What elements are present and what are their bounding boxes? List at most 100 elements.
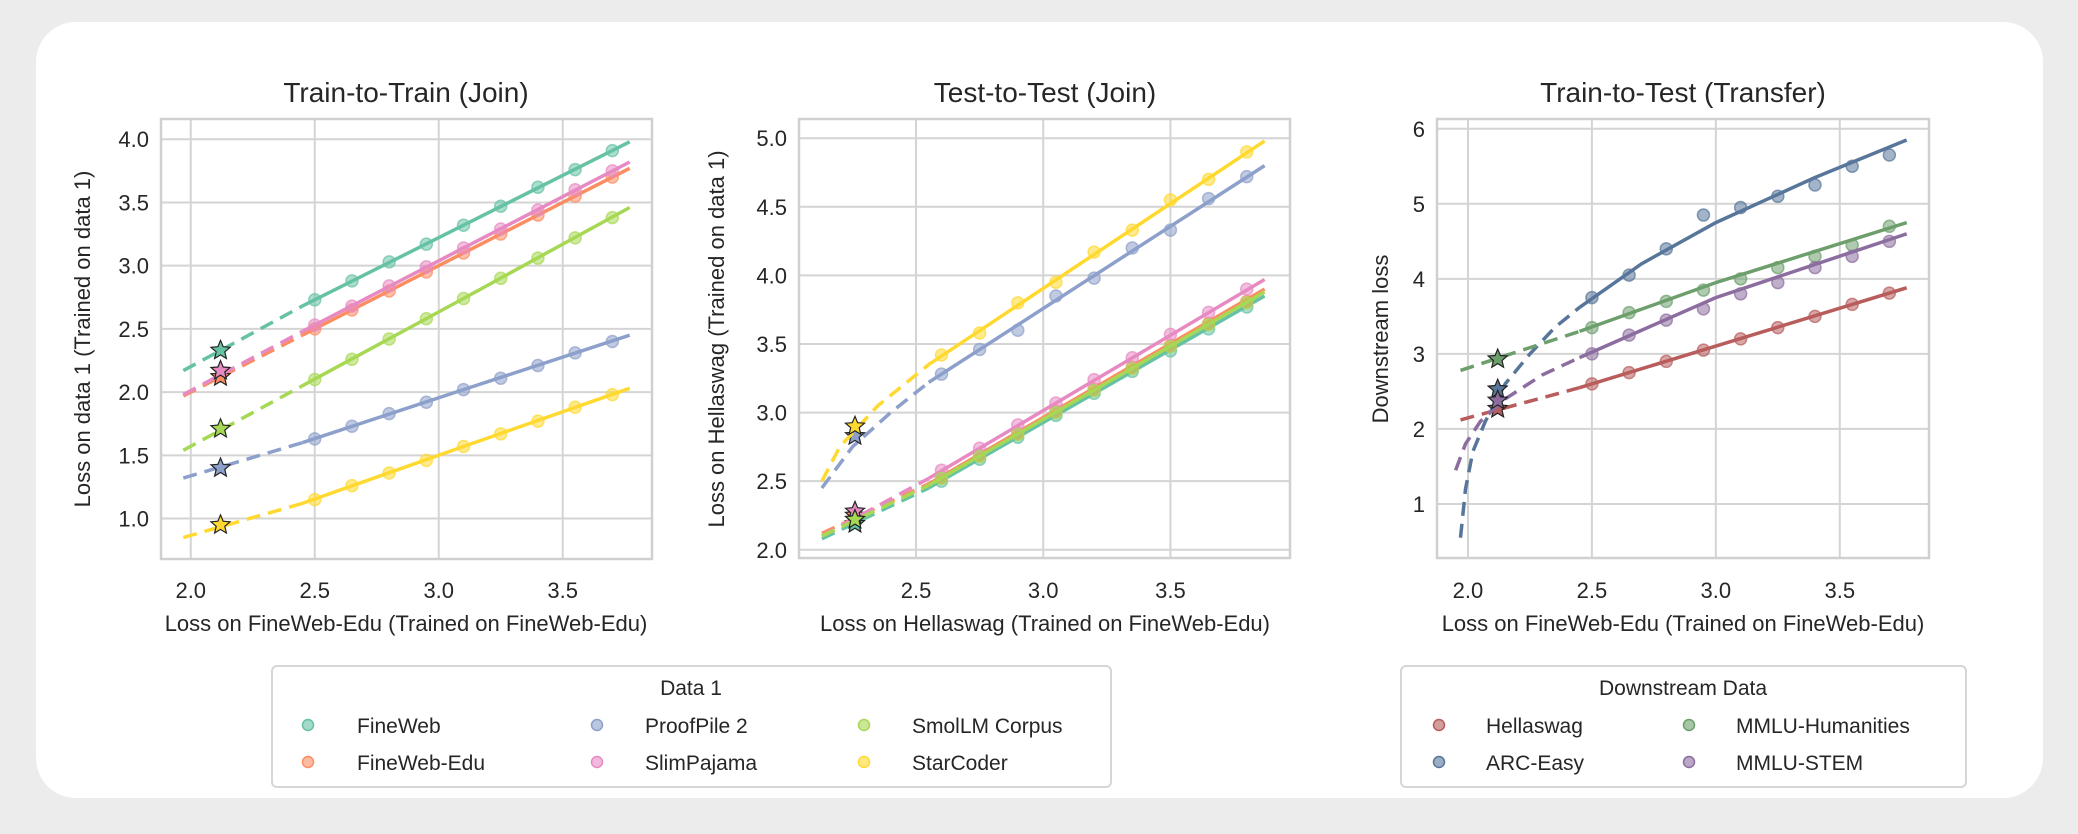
fit-extrapolation-line [182, 333, 304, 398]
series-proofpile-2 [820, 164, 1266, 490]
y-axis-label: Loss on data 1 (Trained on data 1) [70, 171, 95, 508]
x-tick-label: 2.5 [299, 578, 330, 603]
panel-test-to-test: Test-to-Test (Join) Loss on Hellaswag (T… [704, 77, 1292, 636]
y-axis-label: Downstream loss [1368, 255, 1393, 424]
plot-frame [1435, 117, 1931, 560]
x-axis-label: Loss on FineWeb-Edu (Trained on FineWeb-… [1442, 611, 1925, 636]
legend-item-proofpile-2: ProofPile 2 [590, 715, 748, 738]
star-marker [209, 338, 232, 360]
panel-title: Train-to-Train (Join) [283, 77, 528, 108]
legend-item-smollm-corpus: SmolLM Corpus [857, 715, 1063, 738]
fit-extrapolation-line [1453, 356, 1581, 471]
x-tick-label: 3.5 [547, 578, 578, 603]
legend-title: Downstream Data [1599, 677, 1767, 700]
series-mmlu-humanities [1459, 219, 1908, 373]
star-marker [209, 456, 232, 478]
legend-marker-icon [301, 718, 315, 732]
legend-item-mmlu-stem: MMLU-STEM [1682, 752, 1863, 775]
y-tick-label: 3.5 [118, 190, 149, 215]
y-tick-label: 1 [1413, 492, 1425, 517]
legend-label: MMLU-STEM [1736, 752, 1863, 775]
y-tick-label: 2.0 [756, 538, 787, 563]
legend-marker-icon [590, 755, 604, 769]
y-tick-label: 4.0 [118, 127, 149, 152]
x-tick-label: 2.0 [175, 578, 206, 603]
data-point [1696, 208, 1711, 222]
panel-title: Test-to-Test (Join) [934, 77, 1157, 108]
legend-marker-icon [301, 755, 315, 769]
legend-downstream-data: Downstream Data Hellaswag ARC-Easy MMLU-Hu… [1400, 665, 1967, 788]
series-starcoder [820, 139, 1266, 483]
fit-line [1578, 220, 1908, 334]
plot-area: 2.0 2.5 3.0 3.5 1.0 1.5 2.0 2.5 3.0 3.5 4.0 [118, 117, 654, 603]
fit-line [301, 205, 631, 388]
star-marker [209, 365, 232, 387]
legend-marker-icon [857, 755, 871, 769]
legend-item-arc-easy: ARC-Easy [1432, 752, 1585, 775]
y-tick-label: 1.0 [118, 507, 149, 532]
legend-item-fineweb-edu: FineWeb-Edu [301, 752, 485, 775]
legend-item-starcoder: StarCoder [857, 752, 1008, 775]
legend-label: ProofPile 2 [645, 715, 748, 738]
x-axis-label: Loss on FineWeb-Edu (Trained on FineWeb-… [165, 611, 648, 636]
plot-area: 2.0 2.5 3.0 3.5 1 2 3 4 5 6 [1413, 117, 1931, 603]
legend-label: StarCoder [912, 752, 1008, 775]
fit-line [301, 333, 631, 445]
series-proofpile-2 [182, 333, 631, 480]
legend-item-hellaswag: Hellaswag [1432, 715, 1583, 738]
legend-item-slimpajama: SlimPajama [590, 752, 757, 775]
y-tick-label: 4.0 [756, 263, 787, 288]
legend-item-mmlu-humanities: MMLU-Humanities [1682, 715, 1910, 738]
legend-label: FineWeb-Edu [357, 752, 485, 775]
fit-line [301, 386, 631, 506]
panel-train-to-train: Train-to-Train (Join) Loss on FineWeb-Ed… [70, 77, 654, 636]
legend-title: Data 1 [660, 677, 722, 700]
x-tick-label: 3.0 [1028, 578, 1059, 603]
x-tick-label: 2.5 [901, 578, 932, 603]
series-slimpajama [182, 160, 631, 397]
legend-data-1: Data 1 FineWeb FineWeb-Edu ProofPile 2 Slim… [271, 665, 1112, 788]
fit-extrapolation-line [820, 381, 930, 490]
fit-extrapolation-line [821, 486, 930, 541]
x-tick-label: 3.0 [423, 578, 454, 603]
plot-frame [159, 117, 654, 561]
fit-line [301, 140, 631, 308]
y-tick-label: 2.5 [756, 469, 787, 494]
y-tick-label: 1.5 [118, 443, 149, 468]
x-tick-label: 2.0 [1453, 578, 1484, 603]
y-tick-label: 6 [1413, 117, 1425, 142]
x-axis-label: Loss on Hellaswag (Trained on FineWeb-Ed… [820, 611, 1270, 636]
fit-extrapolation-line [182, 384, 304, 452]
fit-line [1578, 232, 1908, 360]
y-tick-label: 5.0 [756, 126, 787, 151]
plot-area: 2.5 3.0 3.5 2.0 2.5 3.0 3.5 4.0 4.5 5.0 [756, 117, 1292, 603]
series-smollm-corpus [182, 205, 631, 452]
y-tick-label: 3.0 [118, 254, 149, 279]
y-tick-label: 4.5 [756, 195, 787, 220]
y-tick-label: 2.0 [118, 380, 149, 405]
panel-title: Train-to-Test (Transfer) [1540, 77, 1826, 108]
fit-extrapolation-line [182, 329, 304, 397]
star-marker [844, 424, 867, 446]
legend-marker-icon [857, 718, 871, 732]
star-marker [209, 359, 232, 380]
star-marker [209, 513, 232, 535]
data-point [1882, 148, 1897, 162]
fit-line [301, 160, 631, 333]
y-axis-label: Loss on Hellaswag (Trained on data 1) [704, 150, 729, 527]
legend-label: Hellaswag [1486, 715, 1583, 738]
y-tick-label: 2 [1413, 417, 1425, 442]
star-marker [209, 417, 232, 439]
star-marker [1486, 347, 1509, 369]
legend-label: ARC-Easy [1486, 752, 1585, 775]
series-smollm-corpus [821, 290, 1266, 538]
legend-label: SmolLM Corpus [912, 715, 1063, 738]
fit-line [1578, 286, 1908, 390]
series-mmlu-stem [1453, 232, 1908, 471]
series-starcoder [182, 386, 631, 540]
x-tick-label: 2.5 [1577, 578, 1608, 603]
legend-marker-icon [1682, 755, 1696, 769]
legend-label: MMLU-Humanities [1736, 715, 1910, 738]
y-tick-label: 3 [1413, 342, 1425, 367]
